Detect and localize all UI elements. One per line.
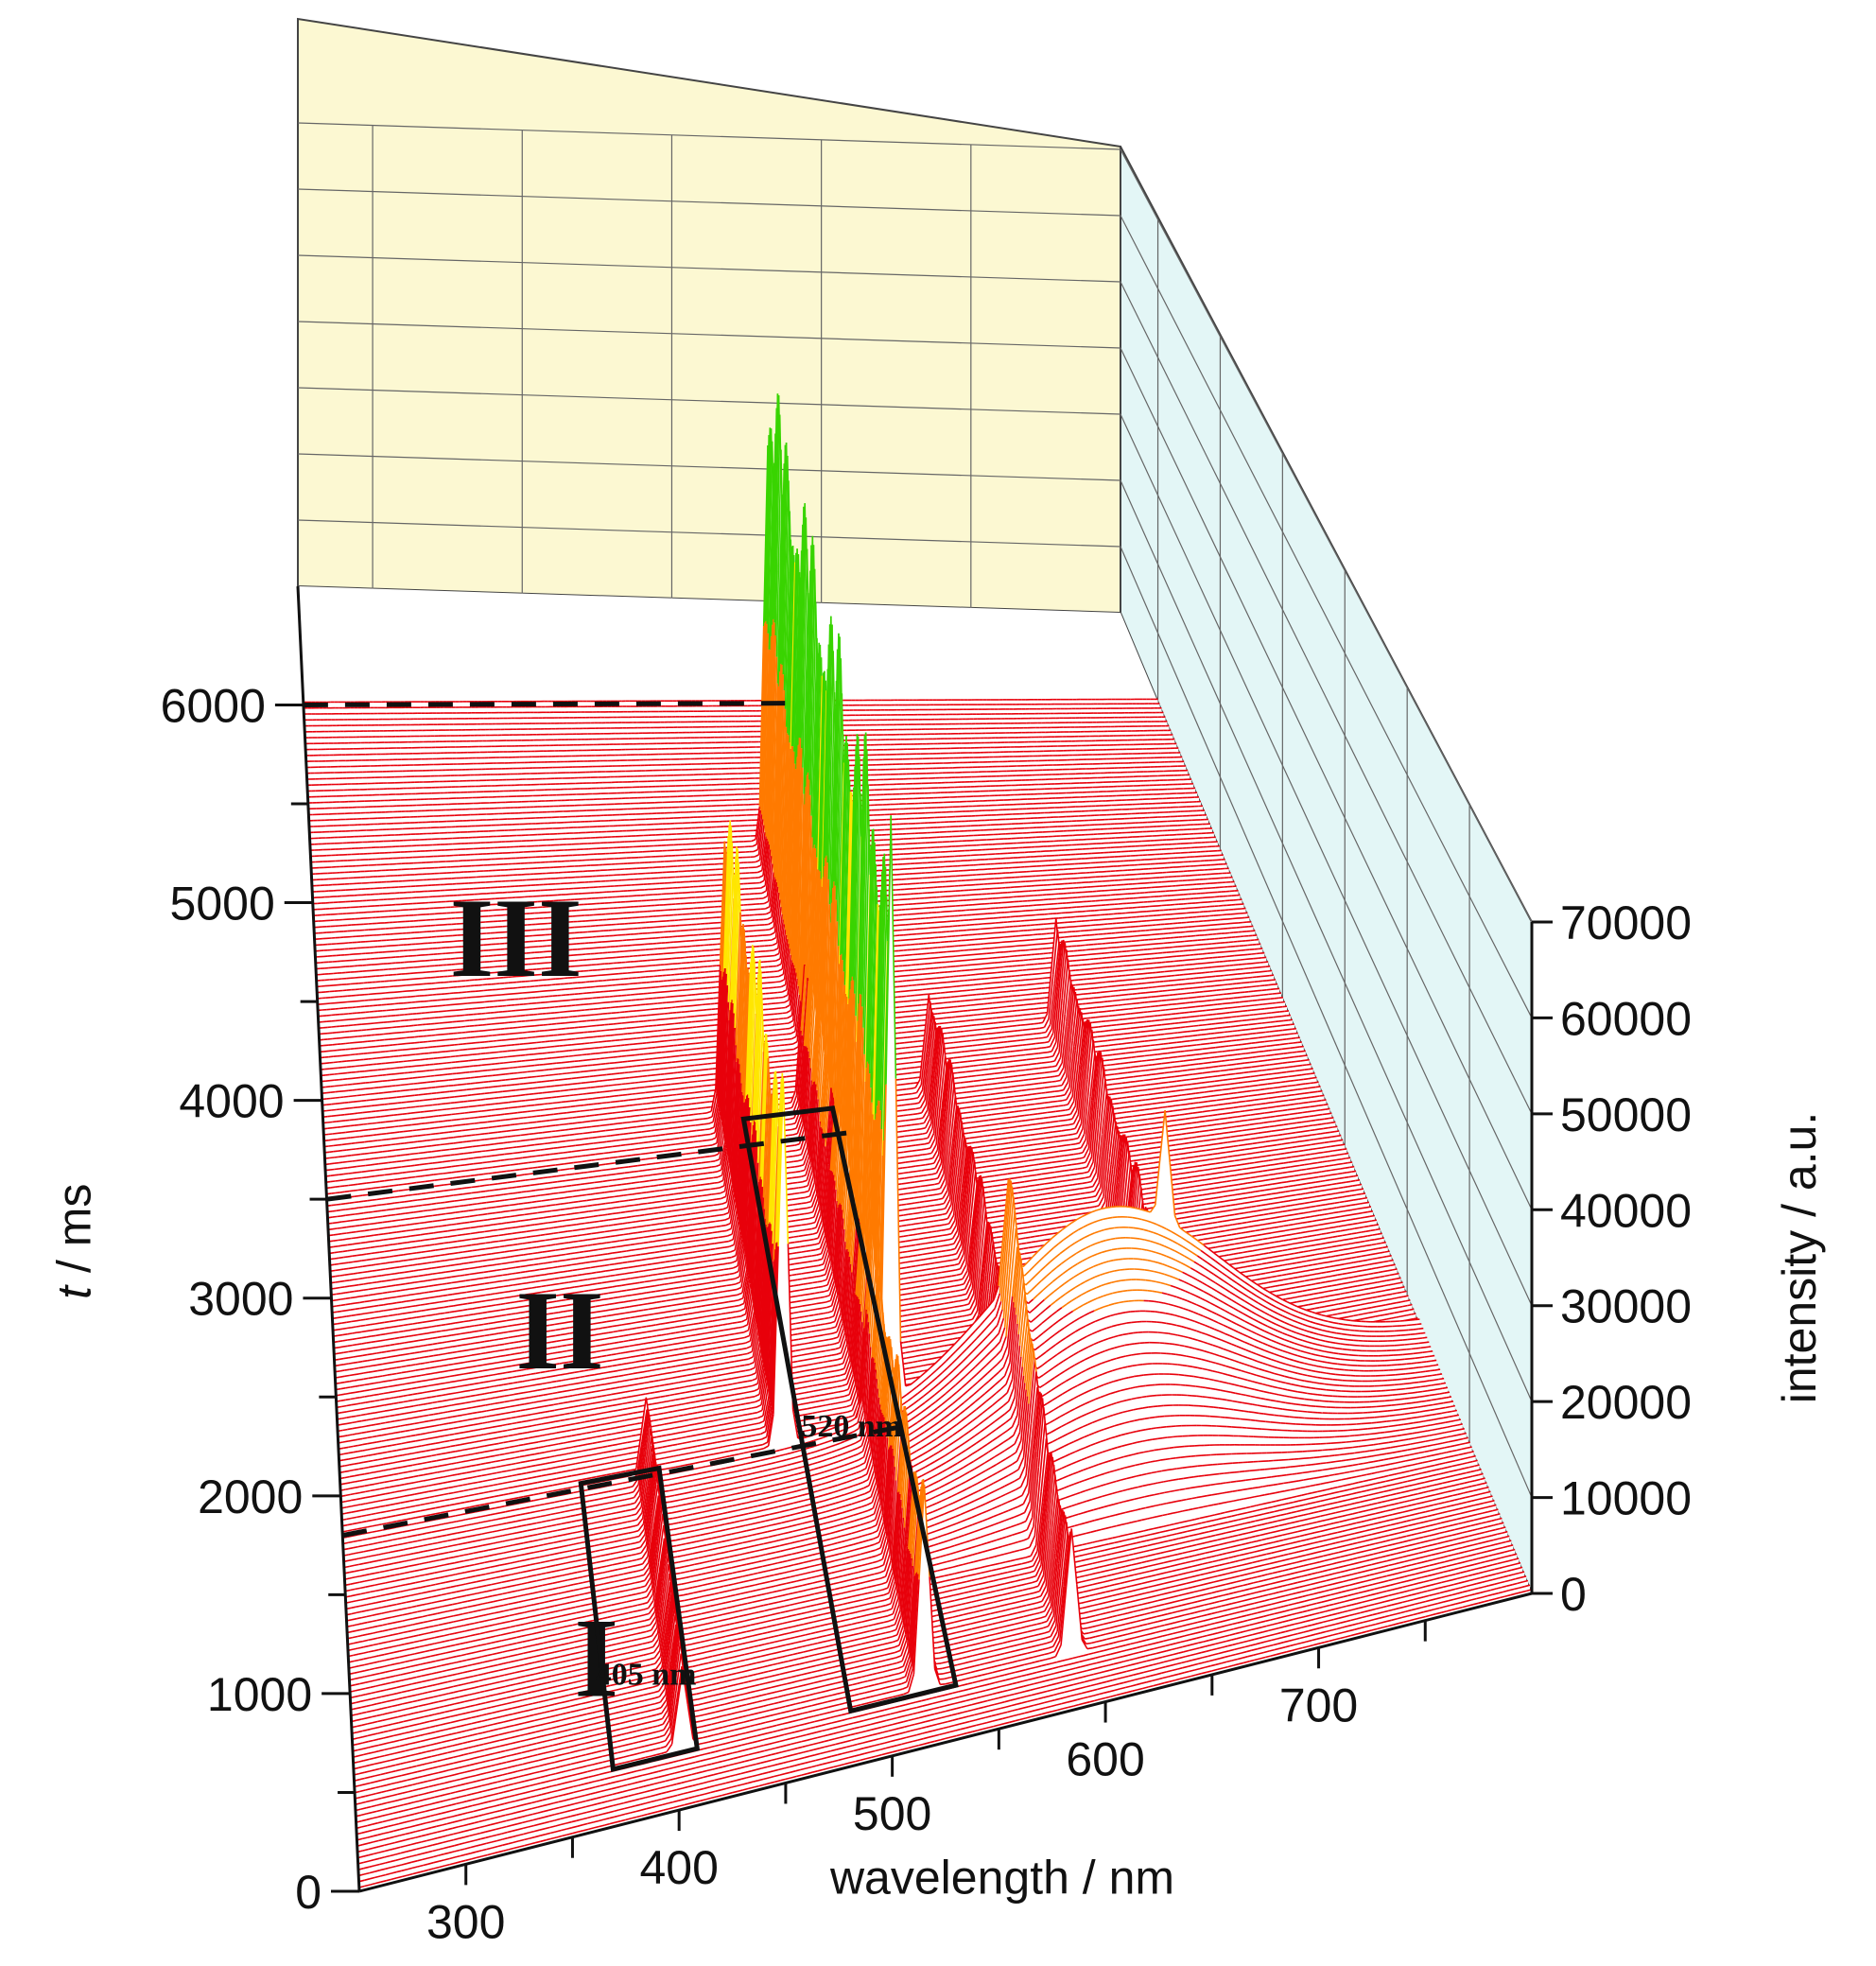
spectra-traces bbox=[298, 393, 1533, 1891]
side-wall-gridline bbox=[1120, 215, 1533, 1018]
side-wall-gridline bbox=[1120, 479, 1533, 1402]
spectrum-fill bbox=[306, 757, 1183, 782]
back-wall-gridline bbox=[297, 387, 1121, 415]
chart-walls bbox=[297, 17, 1533, 1594]
back-wall-gridline bbox=[297, 321, 1121, 349]
side-wall-gridline bbox=[1120, 281, 1533, 1115]
side-wall-gridline bbox=[1120, 148, 1533, 923]
back-wall-gridline bbox=[297, 188, 1121, 217]
spectrum-fill bbox=[306, 752, 1181, 776]
back-wall-gridline bbox=[297, 254, 1121, 283]
back-wall-gridline bbox=[297, 453, 1121, 481]
side-wall-gridline bbox=[1120, 347, 1533, 1210]
side-wall-gridline bbox=[1120, 546, 1533, 1498]
side-wall-gridline bbox=[1120, 413, 1533, 1306]
back-wall-gridline bbox=[297, 122, 1121, 150]
back-wall-gridline bbox=[297, 519, 1121, 548]
